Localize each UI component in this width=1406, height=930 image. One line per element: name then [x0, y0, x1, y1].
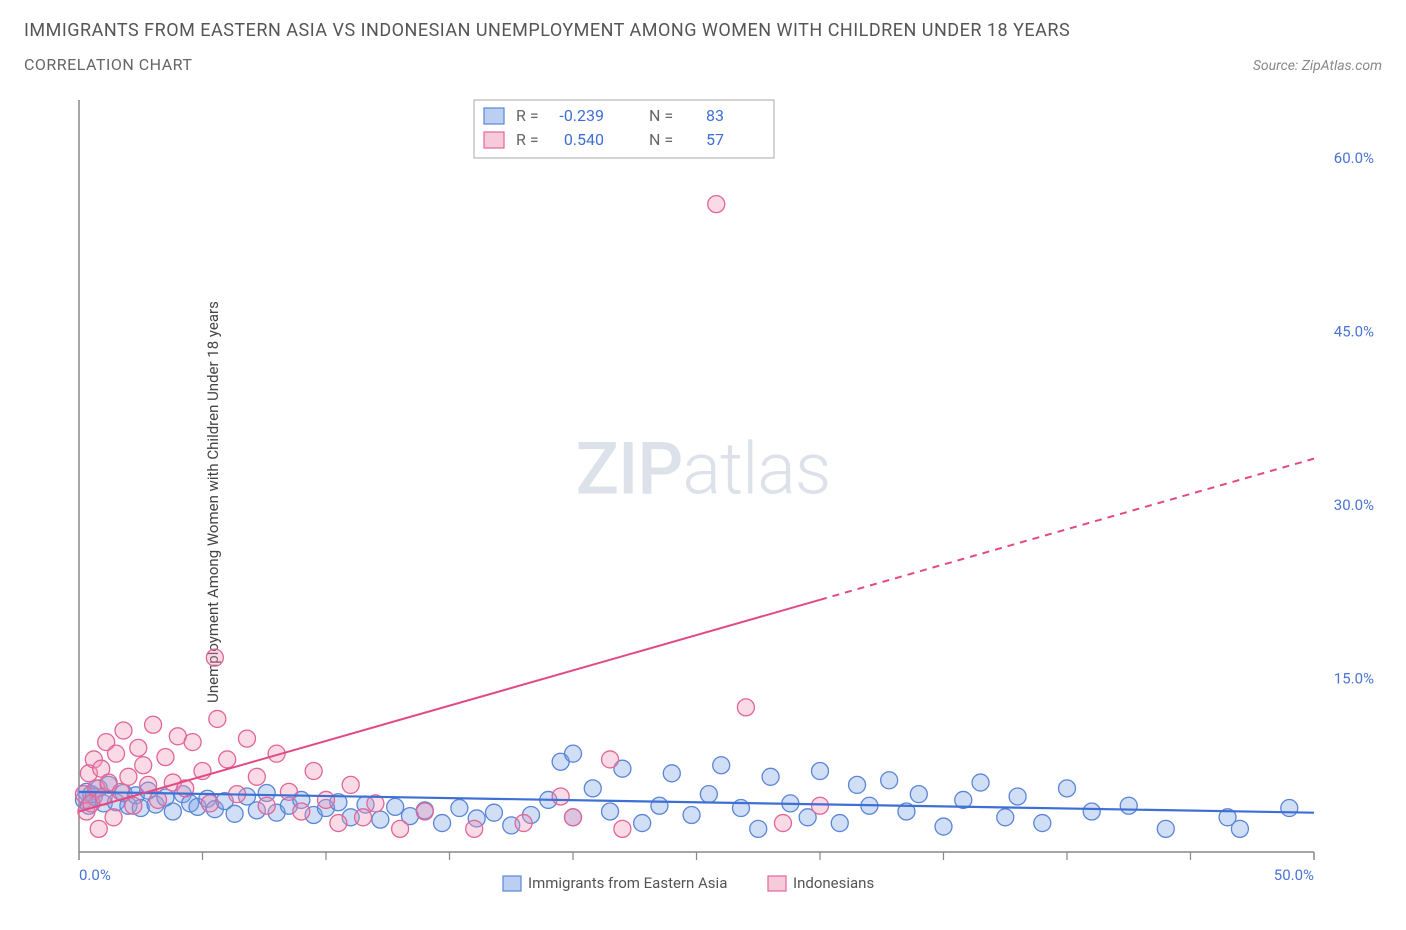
data-point: [372, 811, 389, 828]
chart-container: Unemployment Among Women with Children U…: [24, 92, 1382, 912]
data-point: [108, 745, 125, 762]
data-point: [135, 757, 152, 774]
subtitle-row: CORRELATION CHART Source: ZipAtlas.com: [24, 55, 1382, 74]
data-point: [330, 815, 347, 832]
data-point: [416, 803, 433, 820]
data-point: [120, 768, 137, 785]
data-point: [713, 757, 730, 774]
trend-line-solid: [79, 600, 820, 812]
data-point: [737, 699, 754, 716]
data-point: [157, 749, 174, 766]
data-point: [219, 751, 236, 768]
data-point: [318, 791, 335, 808]
data-point: [1281, 800, 1298, 817]
scatter-chart: 15.0% 30.0% 45.0% 60.0% 0.0% 50.0% R = -0.239 N …: [24, 92, 1382, 912]
data-point: [1034, 815, 1051, 832]
chart-subtitle: CORRELATION CHART: [24, 55, 192, 74]
data-point: [700, 786, 717, 803]
legend-label: Indonesians: [793, 874, 874, 892]
data-point: [280, 783, 297, 800]
y-tick-label: 30.0%: [1334, 496, 1374, 514]
data-point: [831, 815, 848, 832]
data-point: [451, 800, 468, 817]
data-point: [614, 820, 631, 837]
data-point: [305, 763, 322, 780]
data-point: [683, 806, 700, 823]
data-point: [466, 820, 483, 837]
stats-n-value: 57: [706, 130, 724, 149]
data-point: [812, 797, 829, 814]
stats-r-label: R =: [516, 106, 539, 125]
legend-swatch: [503, 876, 521, 891]
data-point: [565, 745, 582, 762]
source-label: Source: ZipAtlas.com: [1253, 58, 1382, 74]
data-point: [812, 763, 829, 780]
page-title: IMMIGRANTS FROM EASTERN ASIA VS INDONESI…: [24, 20, 1382, 41]
data-point: [201, 795, 218, 812]
data-point: [1083, 803, 1100, 820]
legend-swatch: [768, 876, 786, 891]
data-point: [762, 768, 779, 785]
data-point: [552, 788, 569, 805]
data-point: [565, 809, 582, 826]
data-point: [849, 776, 866, 793]
data-point: [1231, 820, 1248, 837]
y-tick-label: 45.0%: [1334, 322, 1374, 340]
data-point: [258, 797, 275, 814]
data-point: [293, 803, 310, 820]
data-point: [130, 739, 147, 756]
data-point: [342, 776, 359, 793]
data-point: [115, 722, 132, 739]
data-point: [1059, 780, 1076, 797]
data-point: [387, 798, 404, 815]
data-point: [935, 818, 952, 835]
stats-n-label: N =: [649, 130, 673, 149]
data-point: [602, 751, 619, 768]
data-point: [515, 815, 532, 832]
y-tick-label: 15.0%: [1334, 669, 1374, 687]
data-point: [1120, 797, 1137, 814]
stats-r-value: 0.540: [564, 130, 604, 149]
data-point: [1009, 788, 1026, 805]
data-point: [997, 809, 1014, 826]
data-point: [209, 710, 226, 727]
data-point: [206, 649, 223, 666]
data-point: [485, 804, 502, 821]
data-point: [434, 815, 451, 832]
legend-label: Immigrants from Eastern Asia: [528, 874, 727, 892]
data-point: [184, 734, 201, 751]
data-point: [634, 815, 651, 832]
data-point: [750, 820, 767, 837]
data-point: [392, 820, 409, 837]
data-point: [164, 803, 181, 820]
data-point: [881, 772, 898, 789]
data-point: [708, 196, 725, 213]
data-point: [355, 809, 372, 826]
data-point: [972, 774, 989, 791]
data-point: [238, 730, 255, 747]
x-tick-label: 0.0%: [79, 866, 111, 884]
stats-r-value: -0.239: [559, 106, 604, 125]
stats-r-label: R =: [516, 130, 539, 149]
data-point: [651, 797, 668, 814]
stats-n-label: N =: [649, 106, 673, 125]
stats-swatch: [484, 132, 504, 148]
data-point: [774, 815, 791, 832]
x-tick-label: 50.0%: [1274, 866, 1314, 884]
stats-swatch: [484, 108, 504, 124]
data-point: [663, 765, 680, 782]
data-point: [910, 786, 927, 803]
y-tick-label: 60.0%: [1334, 149, 1374, 167]
data-point: [145, 716, 162, 733]
data-point: [584, 780, 601, 797]
data-point: [105, 809, 122, 826]
data-point: [226, 805, 243, 822]
stats-n-value: 83: [706, 106, 724, 125]
trend-line-dashed: [820, 459, 1314, 600]
data-point: [90, 820, 107, 837]
data-point: [602, 803, 619, 820]
data-point: [125, 797, 142, 814]
data-point: [248, 768, 265, 785]
data-point: [1157, 820, 1174, 837]
